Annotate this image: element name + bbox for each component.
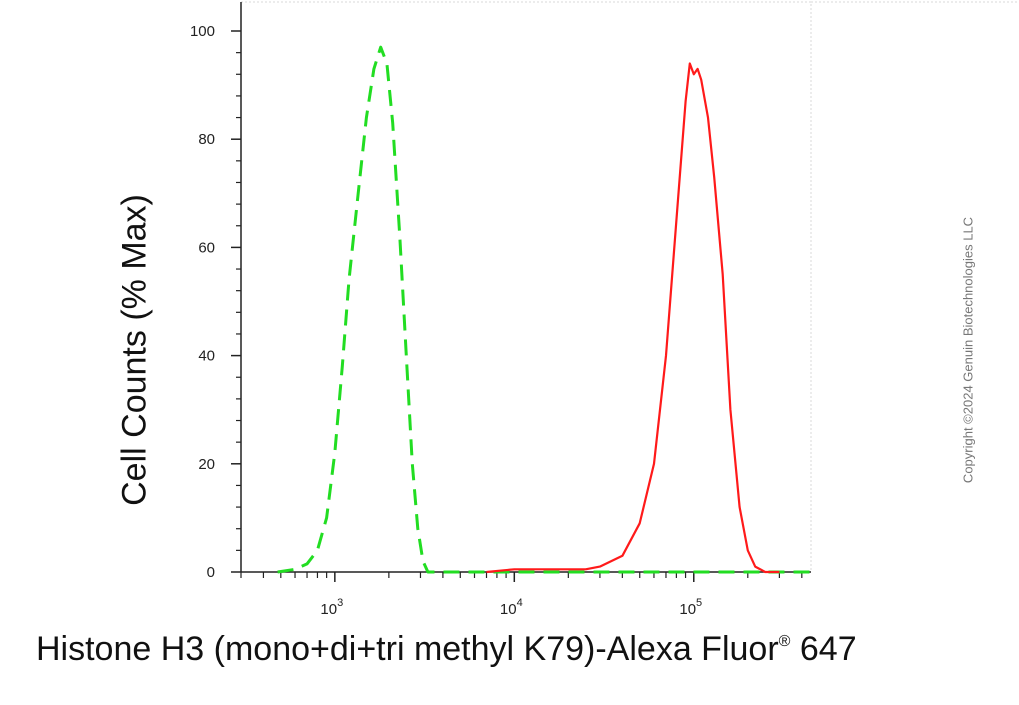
- x-axis-title-suffix: 647: [790, 630, 857, 668]
- y-tick-label-20: 20: [198, 456, 215, 473]
- series-line-2: [486, 62, 780, 574]
- x-tick-label-1000: 103: [320, 597, 343, 618]
- x-axis-title: Histone H3 (mono+di+tri methyl K79)-Alex…: [36, 630, 857, 669]
- x-tick-label-10000: 104: [500, 597, 523, 618]
- y-tick-label-100: 100: [190, 23, 215, 40]
- y-tick-label-60: 60: [198, 239, 215, 256]
- series-layer: [277, 45, 811, 574]
- series-line-1: [277, 45, 811, 574]
- x-axis-title-text: Histone H3 (mono+di+tri methyl K79)-Alex…: [36, 630, 779, 668]
- y-axis-title: Cell Counts (% Max): [115, 194, 154, 506]
- y-tick-label-80: 80: [198, 131, 215, 148]
- y-tick-label-40: 40: [198, 348, 215, 365]
- y-tick-label-0: 0: [207, 564, 215, 581]
- copyright-watermark: Copyright ©2024 Genuin Biotechnologies L…: [960, 216, 976, 484]
- y-axis-ticks: 0 20 40 60 80 100: [190, 23, 241, 581]
- x-axis-ticks: 103 104 105: [240, 572, 803, 618]
- plot-area: [240, 1, 812, 573]
- x-tick-label-100000: 105: [679, 597, 702, 618]
- registered-mark: ®: [778, 632, 791, 650]
